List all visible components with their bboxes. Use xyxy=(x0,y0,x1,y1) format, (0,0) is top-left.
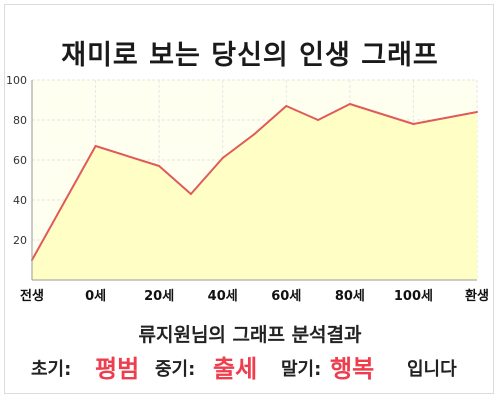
result-suffix: 입니다 xyxy=(407,359,457,380)
early-value: 평범 xyxy=(95,355,140,383)
mid-value: 출세 xyxy=(213,355,258,383)
y-tick-label: 40 xyxy=(13,194,27,207)
y-tick-label: 80 xyxy=(13,114,27,127)
x-tick-label: 60세 xyxy=(271,289,301,304)
x-tick-label: 40세 xyxy=(208,289,238,304)
series-line xyxy=(31,103,478,261)
area-fill xyxy=(32,104,477,280)
y-tick-label: 20 xyxy=(13,234,27,247)
x-tick-label: 100세 xyxy=(394,289,433,304)
x-tick-label: 전생 xyxy=(20,288,44,304)
chart-title: 재미로 보는 당신의 인생 그래프 xyxy=(61,40,439,71)
x-tick-label: 20세 xyxy=(144,289,174,304)
late-value: 행복 xyxy=(330,355,375,383)
early-label: 초기: xyxy=(31,359,72,380)
result-summary: 초기: 평범 중기: 출세 말기: 행복 입니다 xyxy=(0,346,500,383)
mid-label: 중기: xyxy=(155,359,196,380)
result-heading: 류지원님의 그래프 분석결과 xyxy=(138,324,362,346)
x-tick-label: 환생 xyxy=(465,288,489,304)
y-tick-label: 60 xyxy=(13,154,27,167)
late-label: 말기: xyxy=(281,359,322,380)
x-tick-labels: 전생 0세 20세 40세 60세 80세 100세 환생 xyxy=(20,288,489,304)
x-tick-label: 80세 xyxy=(335,289,365,304)
y-tick-label: 100 xyxy=(6,74,27,87)
y-tick-labels: 20 40 60 80 100 xyxy=(6,74,27,247)
x-tick-label: 0세 xyxy=(85,289,106,304)
